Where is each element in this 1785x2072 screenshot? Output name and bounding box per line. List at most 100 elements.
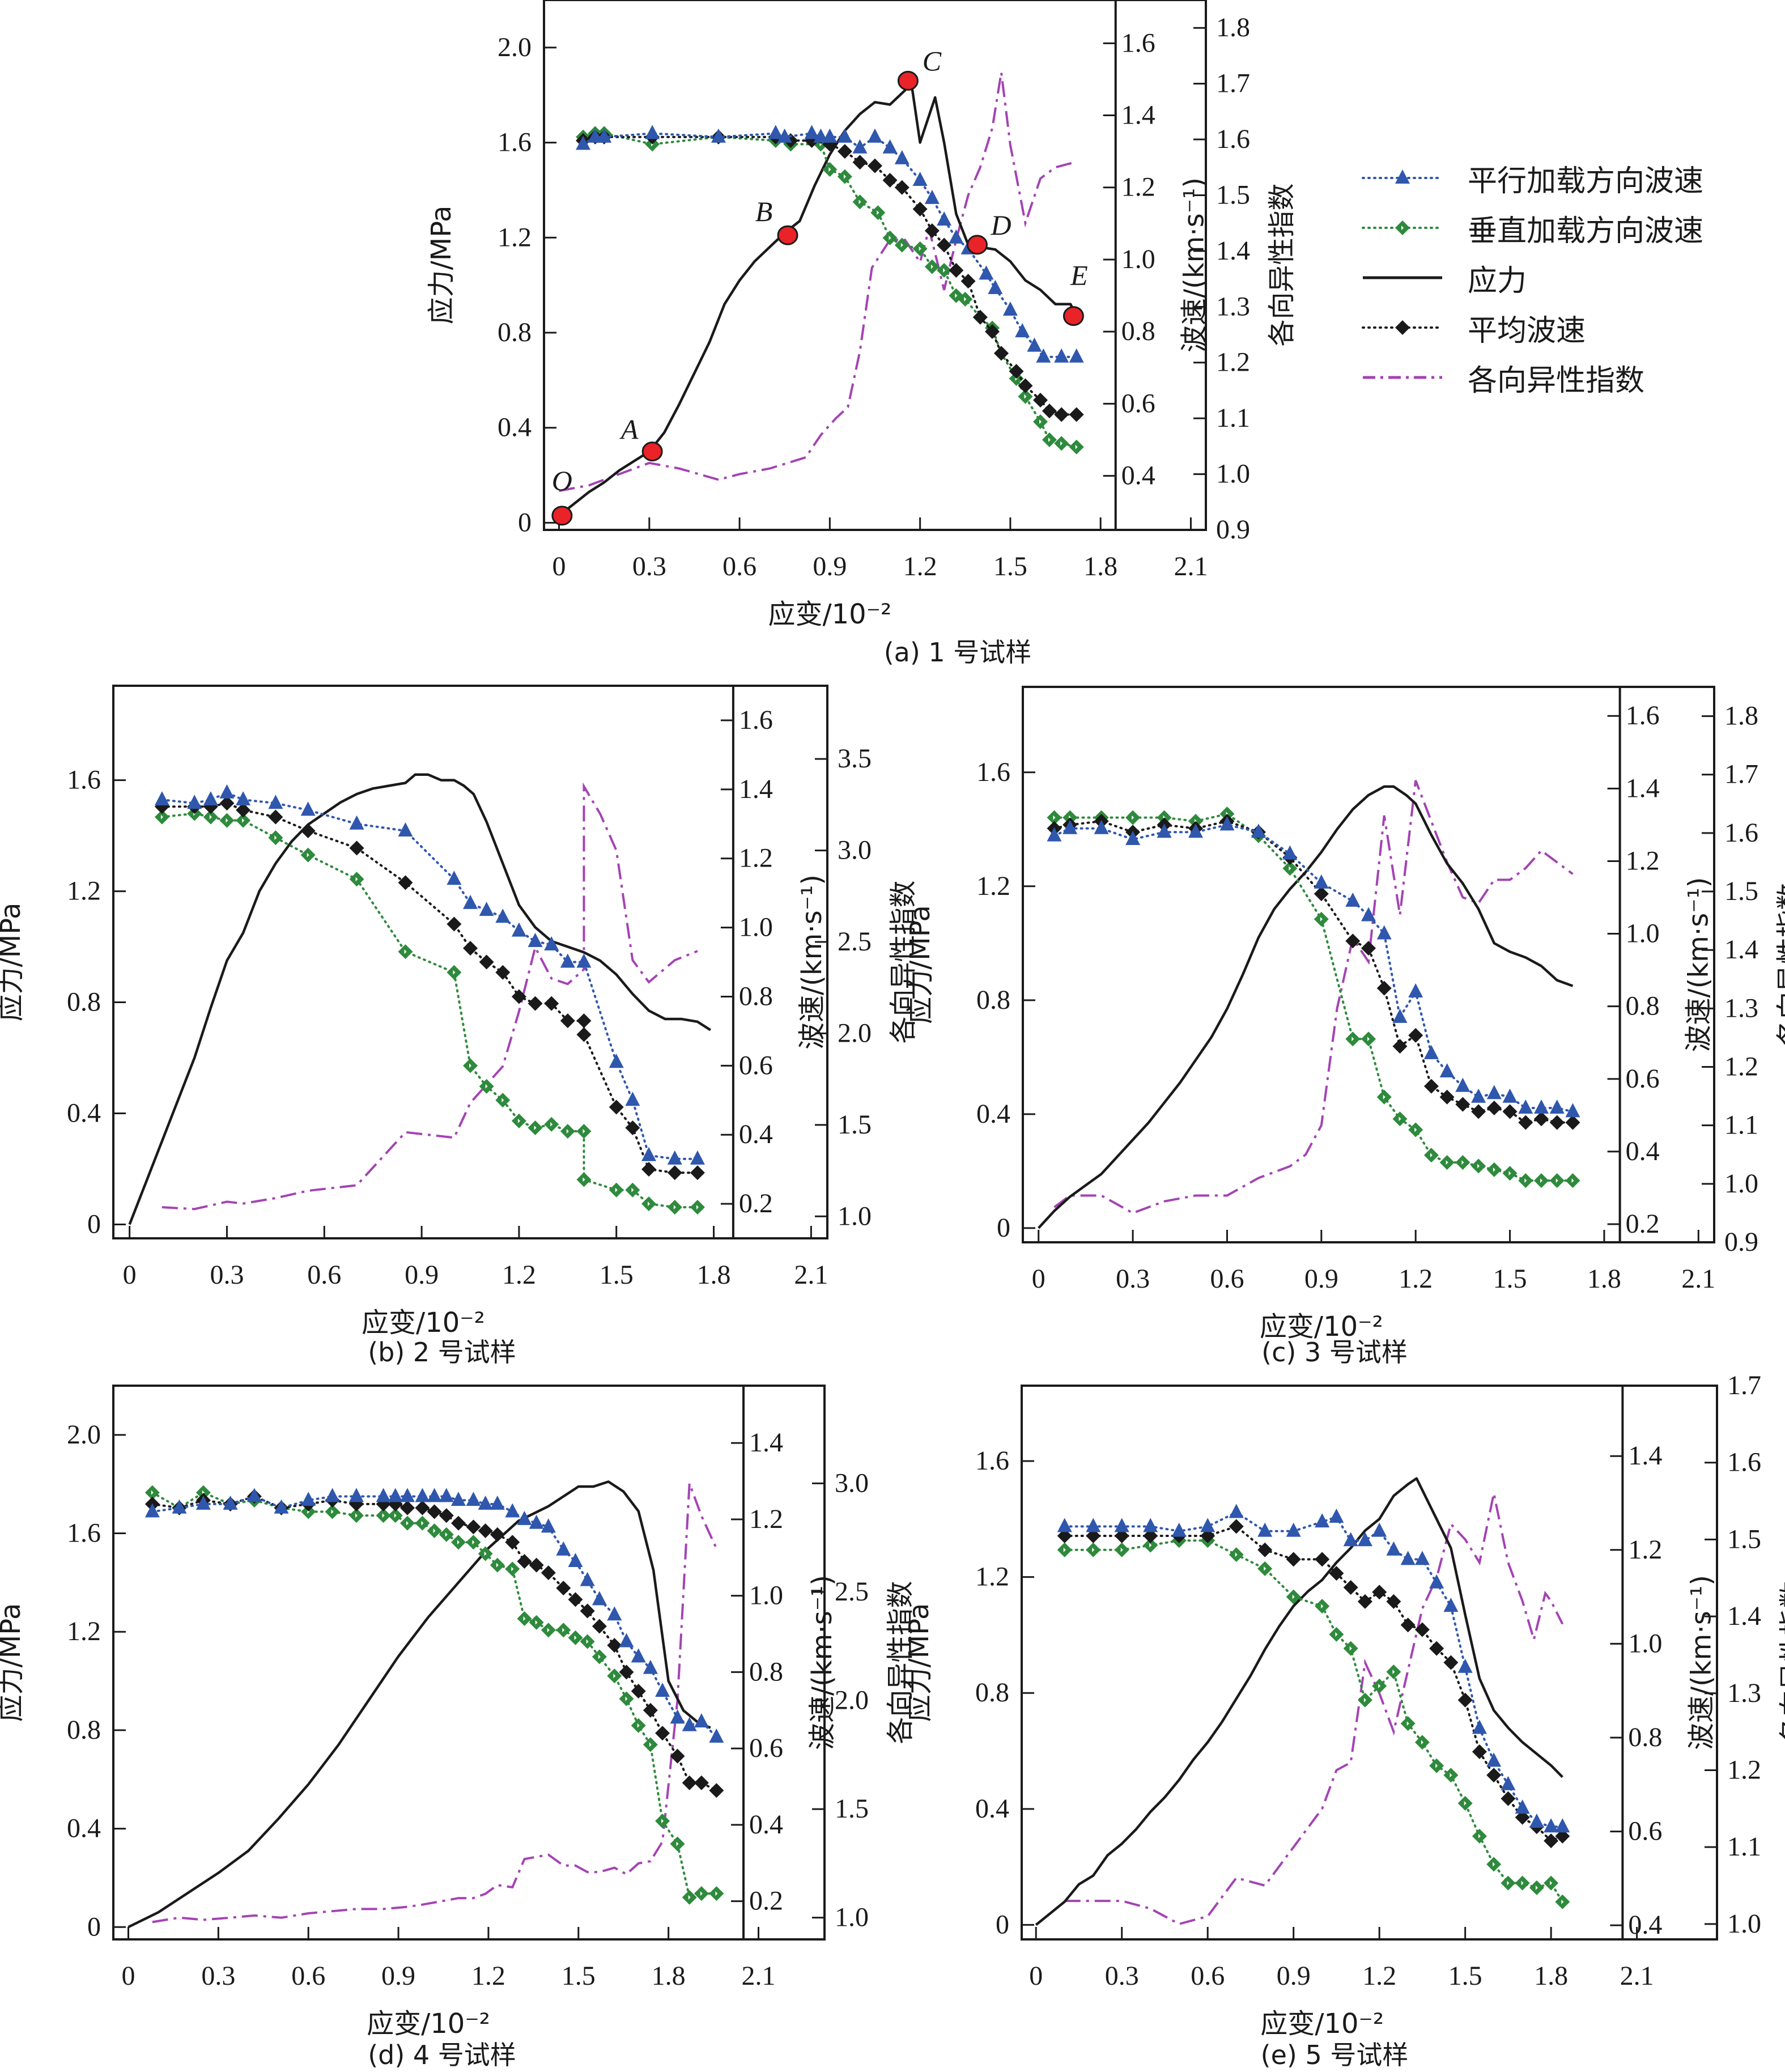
legend-marker — [1395, 320, 1410, 335]
average-marker — [1486, 1101, 1502, 1116]
aniso-tick-label: 1.5 — [835, 1794, 869, 1824]
average-marker — [463, 941, 478, 956]
stress-tick-label: 1.6 — [67, 1518, 101, 1548]
perpendicular-marker-highlight — [1508, 1171, 1511, 1176]
parallel-marker — [1386, 1541, 1401, 1556]
parallel-marker — [325, 1488, 340, 1502]
speed-tick-label: 1.4 — [749, 1428, 783, 1458]
parallel-marker — [592, 1591, 607, 1606]
parallel-marker — [1047, 827, 1062, 842]
stress-tick-label: 0 — [87, 1209, 101, 1239]
aniso-tick-label: 3.5 — [838, 744, 872, 774]
parallel-marker — [415, 1488, 430, 1502]
speed-tick-label: 0.4 — [739, 1119, 773, 1149]
plot-frame — [543, 0, 1207, 531]
perpendicular-marker-highlight — [1363, 1697, 1366, 1702]
plot-frame — [1021, 1385, 1718, 1941]
average-marker — [415, 1500, 430, 1515]
parallel-marker — [219, 784, 235, 799]
parallel-marker — [894, 150, 910, 164]
average-marker — [511, 989, 526, 1004]
average-marker — [960, 274, 976, 289]
parallel-marker — [439, 1488, 454, 1502]
perpendicular-marker-highlight — [511, 1566, 514, 1572]
legend-label-perpendicular: 垂直加载方向波速 — [1468, 214, 1704, 248]
x-tick-label: 1.8 — [1587, 1264, 1621, 1294]
stress-line — [128, 773, 712, 1225]
perpendicular-marker-highlight — [1367, 1037, 1370, 1042]
aniso-tick-label: 1.8 — [1216, 12, 1250, 43]
average-marker — [528, 996, 543, 1011]
parallel-marker — [937, 211, 952, 226]
average-marker — [541, 1565, 556, 1581]
average-marker — [1314, 886, 1329, 902]
x-tick-label: 1.8 — [1083, 551, 1117, 581]
speed-tick-label: 1.4 — [1626, 773, 1660, 803]
average-line — [1063, 1525, 1564, 1842]
axes-c: 0 0.3 0.6 0.9 1.2 1.5 1.8 2.1 应变/10⁻² 0 0.4 0.8 1.2 1… — [904, 686, 1785, 1343]
x-tick-label: 2.1 — [794, 1260, 828, 1290]
parallel-marker — [1143, 1518, 1158, 1532]
average-marker — [1009, 364, 1024, 379]
average-marker — [1361, 941, 1376, 956]
perpendicular-marker-highlight — [1524, 1178, 1527, 1183]
perpendicular-marker-highlight — [858, 199, 861, 205]
perpendicular-marker-highlight — [877, 210, 879, 215]
average-marker — [682, 1775, 697, 1790]
stress-tick-label: 0.4 — [498, 413, 532, 443]
average-marker — [924, 223, 940, 239]
aniso-tick-label: 1.0 — [835, 1903, 869, 1933]
anisotropy-line — [1064, 1493, 1564, 1925]
parallel-marker — [400, 1488, 415, 1502]
key-point-E — [1062, 306, 1084, 326]
perpendicular-marker-highlight — [453, 970, 456, 975]
legend-swatch-parallel-icon — [1362, 169, 1443, 184]
perpendicular-marker-highlight — [598, 1654, 601, 1659]
x-tick-label: 0.9 — [405, 1260, 439, 1290]
perpendicular-marker-highlight — [919, 246, 921, 251]
aniso-axis-label: 各向异性指数 — [887, 880, 919, 1043]
parallel-marker — [670, 1709, 685, 1724]
parallel-marker — [607, 1606, 622, 1621]
perpendicular-marker-highlight — [1450, 1773, 1452, 1778]
perpendicular-marker-highlight — [1493, 1862, 1495, 1867]
aniso-tick-label: 3.0 — [838, 835, 872, 865]
parallel-marker — [479, 902, 494, 916]
chart-caption-a: (a) 1 号试样 — [883, 637, 1032, 668]
perpendicular-marker-highlight — [1149, 1543, 1152, 1548]
average-marker — [1054, 407, 1069, 422]
x-tick-label: 2.1 — [1174, 551, 1208, 581]
perpendicular-marker-highlight — [1321, 1604, 1324, 1609]
parallel-marker — [544, 936, 559, 951]
parallel-marker — [1125, 831, 1141, 846]
x-axis-label: 应变/10⁻² — [362, 1307, 485, 1339]
parallel-marker — [1392, 1008, 1408, 1023]
parallel-marker — [625, 1092, 640, 1106]
parallel-marker — [580, 1572, 595, 1586]
stress-tick-label: 0.8 — [67, 1715, 101, 1745]
aniso-tick-label: 1.3 — [1724, 993, 1758, 1023]
stress-tick-label: 1.2 — [67, 876, 101, 906]
parallel-marker — [1486, 1085, 1502, 1099]
parallel-marker — [912, 172, 928, 186]
parallel-marker — [268, 795, 283, 809]
average-marker — [655, 1726, 670, 1741]
parallel-marker — [852, 139, 868, 154]
speed-tick-label: 0.6 — [739, 1050, 773, 1080]
perpendicular-marker-highlight — [457, 1540, 460, 1545]
perpendicular-marker-highlight — [700, 1891, 703, 1896]
average-marker — [490, 1527, 505, 1542]
perpendicular-marker-highlight — [631, 1187, 634, 1192]
key-point-C — [897, 71, 919, 91]
perpendicular-marker-highlight — [502, 1098, 504, 1103]
perpendicular-marker-highlight — [523, 1616, 526, 1621]
average-marker — [868, 158, 882, 173]
average-marker — [1515, 1810, 1530, 1825]
average-marker — [1257, 1542, 1273, 1557]
average-marker — [1408, 1027, 1423, 1043]
speed-axis-label: 波速/(km·s⁻¹) — [796, 874, 828, 1050]
aniso-tick-label: 1.1 — [1727, 1832, 1761, 1862]
average-marker — [619, 1665, 634, 1680]
aniso-tick-label: 1.5 — [1216, 180, 1250, 210]
average-marker — [568, 1592, 583, 1607]
